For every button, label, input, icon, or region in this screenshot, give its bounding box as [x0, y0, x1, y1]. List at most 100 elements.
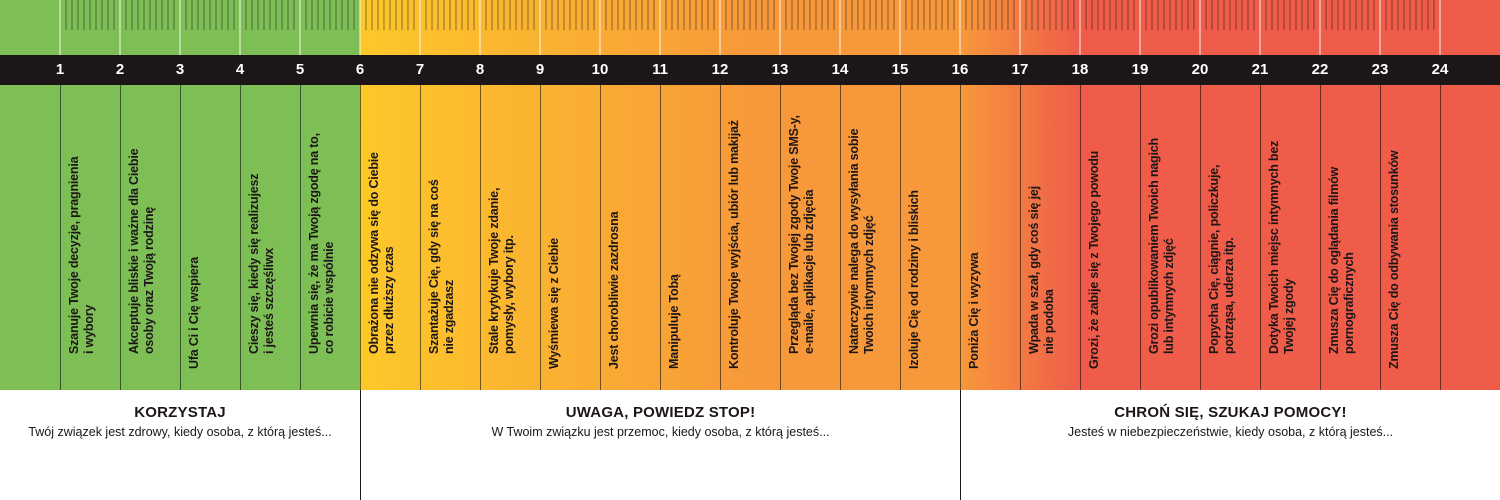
scale-item-line: lub intymnych zdjęć — [1162, 238, 1176, 354]
scale-number-12: 12 — [711, 61, 729, 78]
scale-item-text: Zmusza Cię do oglądania filmów pornografi… — [1327, 167, 1357, 354]
scale-number-21: 21 — [1251, 61, 1269, 78]
scale-number-7: 7 — [415, 61, 425, 78]
scale-item-text: Szanuje Twoje decyzje, pragnienia i wybor… — [67, 157, 97, 354]
scale-item-line: Dotyka Twoich miejsc intymnych bez — [1267, 140, 1281, 354]
scale-item-text: Kontroluje Twoje wyjścia, ubiór lub maki… — [727, 120, 742, 369]
zone-healthy-title: KORZYSTAJ — [134, 404, 226, 421]
scale-item-line: Wyśmiewa się z Ciebie — [547, 237, 561, 369]
scale-number-4: 4 — [235, 61, 245, 78]
scale-item-line: Popycha Cię, ciągnie, policzkuje, — [1207, 164, 1221, 354]
scale-item-line: nie podoba — [1042, 289, 1056, 354]
scale-item-text: Cieszy się, kiedy się realizujesz i jeste… — [247, 174, 277, 354]
scale-item-text: Stale krytykuje Twoje zdanie, pomysły, wy… — [487, 188, 517, 354]
scale-number-bar: 1 2 3 4 5 6 7 8 9 10 11 12 13 14 15 16 17 18 19 20 21 22 23 24 — [0, 55, 1500, 85]
scale-item-line: Przegląda bez Twojej zgody Twoje SMS-y, — [787, 115, 801, 354]
scale-number-5: 5 — [295, 61, 305, 78]
scale-item-19: Grozi opublikowaniem Twoich nagich lub in… — [1140, 85, 1200, 390]
scale-item-4: Cieszy się, kiedy się realizujesz i jeste… — [240, 85, 300, 390]
scale-number-15: 15 — [891, 61, 909, 78]
scale-number-3: 3 — [175, 61, 185, 78]
zone-danger: CHROŃ SIĘ, SZUKAJ POMOCY! Jesteś w niebe… — [961, 390, 1500, 500]
scale-item-11: Manipuluje Tobą — [660, 85, 720, 390]
scale-item-21: Dotyka Twoich miejsc intymnych bez Twojej… — [1260, 85, 1320, 390]
zone-divider — [360, 390, 361, 500]
scale-number-13: 13 — [771, 61, 789, 78]
scale-item-text: Popycha Cię, ciągnie, policzkuje, potrząs… — [1207, 165, 1237, 354]
scale-item-line: osoby oraz Twoją rodzinę — [142, 206, 156, 354]
zone-warning-title: UWAGA, POWIEDZ STOP! — [565, 404, 756, 421]
scale-number-11: 11 — [652, 61, 668, 78]
scale-item-line: nie zgadzasz — [442, 279, 456, 354]
scale-item-line: Zmusza Cię do oglądania filmów — [1327, 166, 1341, 354]
scale-item-line: Zmusza Cię do odbywania stosunków — [1387, 150, 1401, 369]
scale-item-2: Akceptuje bliskie i ważne dla Ciebie osob… — [120, 85, 180, 390]
scale-item-16: Poniża Cię i wyzywa — [960, 85, 1020, 390]
scale-item-17: Wpada w szał, gdy coś się jej nie podoba — [1020, 85, 1080, 390]
scale-item-3: Ufa Ci i Cię wspiera — [180, 85, 240, 390]
zone-warning: UWAGA, POWIEDZ STOP! W Twoim związku jes… — [361, 390, 960, 500]
scale-item-line: Upewnia się, że ma Twoją zgodę na to, — [307, 133, 321, 354]
scale-item-line: e-maile, aplikacje lub zdjęcia — [802, 189, 816, 354]
scale-item-line: Akceptuje bliskie i ważne dla Ciebie — [127, 148, 141, 354]
scale-number-1: 1 — [55, 61, 65, 78]
scale-item-text: Akceptuje bliskie i ważne dla Ciebie osob… — [127, 149, 157, 354]
scale-item-line: Jest chorobliwie zazdrosna — [607, 211, 621, 369]
scale-item-22: Zmusza Cię do oglądania filmów pornografi… — [1320, 85, 1380, 390]
zone-healthy: KORZYSTAJ Twój związek jest zdrowy, kied… — [0, 390, 360, 500]
zone-footer: KORZYSTAJ Twój związek jest zdrowy, kied… — [0, 390, 1500, 500]
scale-item-line: Grozi, że zabije się z Twojego powodu — [1087, 150, 1101, 369]
scale-item-line: Wpada w szał, gdy coś się jej — [1027, 186, 1041, 354]
scale-item-line: Stale krytykuje Twoje zdanie, — [487, 187, 501, 354]
scale-item-line: Ufa Ci i Cię wspiera — [187, 256, 201, 369]
scale-item-line: Twoich intymnych zdjęć — [862, 215, 876, 354]
scale-item-text: Upewnia się, że ma Twoją zgodę na to, co … — [307, 133, 337, 354]
scale-item-line: Kontroluje Twoje wyjścia, ubiór lub maki… — [727, 120, 741, 369]
scale-number-23: 23 — [1371, 61, 1389, 78]
scale-item-line: pomysły, wybory itp. — [502, 235, 516, 354]
scale-gradient-background — [0, 85, 1500, 390]
scale-number-14: 14 — [831, 61, 849, 78]
scale-number-6: 6 — [355, 61, 365, 78]
scale-item-text: Wpada w szał, gdy coś się jej nie podoba — [1027, 186, 1057, 354]
zone-warning-subtitle: W Twoim związku jest przemoc, kiedy osob… — [491, 425, 830, 439]
scale-item-text: Grozi opublikowaniem Twoich nagich lub in… — [1147, 138, 1177, 354]
scale-item-text: Obrażona nie odzywa się do Ciebie przez d… — [367, 152, 397, 354]
scale-item-text: Zmusza Cię do odbywania stosunków — [1387, 151, 1402, 369]
scale-number-16: 16 — [951, 61, 969, 78]
scale-item-text: Szantażuje Cię, gdy się na coś nie zgadza… — [427, 179, 457, 354]
scale-number-22: 22 — [1311, 61, 1329, 78]
scale-item-text: Manipuluje Tobą — [667, 274, 682, 369]
scale-item-text: Ufa Ci i Cię wspiera — [187, 257, 202, 369]
scale-item-text: Jest chorobliwie zazdrosna — [607, 212, 622, 369]
scale-number-20: 20 — [1191, 61, 1209, 78]
scale-item-14: Natarczywie nalega do wysyłania sobie Two… — [840, 85, 900, 390]
scale-item-text: Izoluje Cię od rodziny i bliskich — [907, 190, 922, 369]
ruler-ticks — [0, 0, 1500, 55]
scale-item-line: pornograficznych — [1342, 252, 1356, 354]
scale-item-line: Twojej zgody — [1282, 278, 1296, 354]
zone-healthy-subtitle: Twój związek jest zdrowy, kiedy osoba, z… — [28, 425, 332, 439]
scale-item-23: Zmusza Cię do odbywania stosunków — [1380, 85, 1440, 390]
scale-item-13: Przegląda bez Twojej zgody Twoje SMS-y, e… — [780, 85, 840, 390]
zone-danger-subtitle: Jesteś w niebezpieczeństwie, kiedy osoba… — [1067, 425, 1394, 439]
scale-item-text: Dotyka Twoich miejsc intymnych bez Twojej… — [1267, 141, 1297, 354]
scale-item-line: co robicie wspólnie — [322, 241, 336, 354]
body-background — [0, 85, 1500, 390]
scale-item-7: Szantażuje Cię, gdy się na coś nie zgadza… — [420, 85, 480, 390]
scale-item-line: Natarczywie nalega do wysyłania sobie — [847, 128, 861, 354]
scale-number-2: 2 — [115, 61, 125, 78]
scale-item-line: i wybory — [82, 304, 96, 354]
scale-item-text: Poniża Cię i wyzywa — [967, 253, 982, 369]
scale-item-10: Jest chorobliwie zazdrosna — [600, 85, 660, 390]
scale-number-19: 19 — [1131, 61, 1149, 78]
scale-item-line: i jesteś szczęśliwx — [262, 248, 276, 354]
scale-number-24: 24 — [1431, 61, 1449, 78]
scale-item-line: Grozi opublikowaniem Twoich nagich — [1147, 138, 1161, 354]
scale-item-line: Szantażuje Cię, gdy się na coś — [427, 179, 441, 354]
scale-item-1: Szanuje Twoje decyzje, pragnienia i wybor… — [60, 85, 120, 390]
scale-item-line: potrząsa, uderza itp. — [1222, 237, 1236, 354]
scale-number-17: 17 — [1011, 61, 1029, 78]
scale-item-text: Przegląda bez Twojej zgody Twoje SMS-y, e… — [787, 115, 817, 354]
scale-item-8: Stale krytykuje Twoje zdanie, pomysły, wy… — [480, 85, 540, 390]
